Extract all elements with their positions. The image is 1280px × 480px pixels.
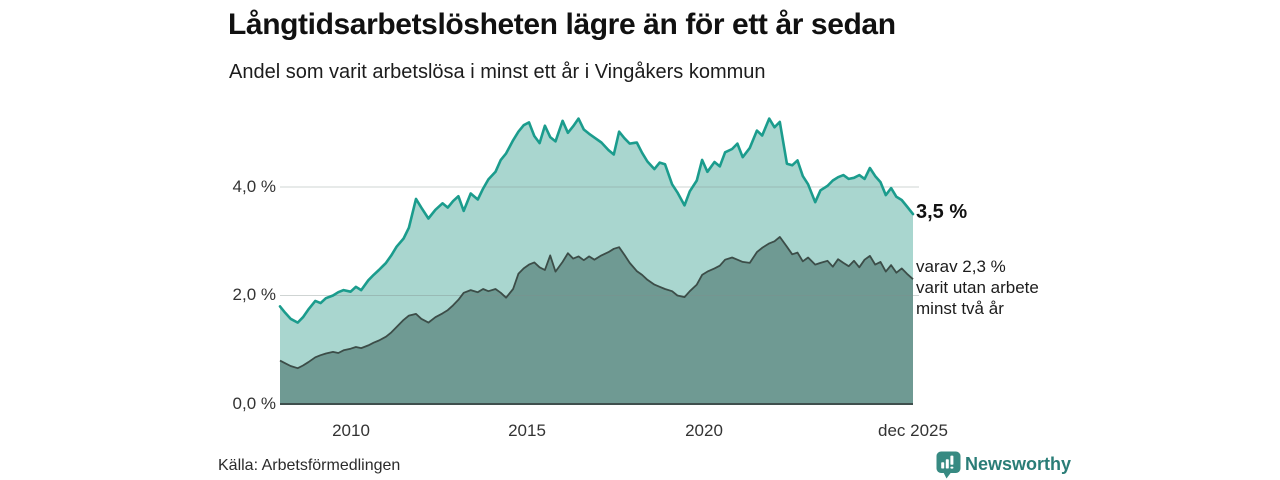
y-tick-2: 2,0 % bbox=[232, 285, 276, 304]
annotation-line-2: varit utan arbete bbox=[916, 278, 1039, 297]
area-two-years bbox=[280, 236, 913, 404]
newsworthy-logo-icon bbox=[936, 451, 961, 479]
x-tick-2020: 2020 bbox=[685, 421, 723, 440]
page-subtitle: Andel som varit arbetslösa i minst ett å… bbox=[229, 61, 766, 83]
page-title: Långtidsarbetslösheten lägre än för ett … bbox=[228, 8, 896, 41]
line-total-one-year bbox=[278, 117, 915, 324]
annotation-line-3: minst två år bbox=[916, 299, 1004, 318]
line-two-years bbox=[279, 235, 914, 370]
x-tick-2015: 2015 bbox=[508, 421, 546, 440]
y-tick-0: 0,0 % bbox=[232, 394, 276, 413]
latest-value-label: 3,5 % bbox=[916, 201, 968, 223]
x-tick-dec-2025: dec 2025 bbox=[878, 421, 948, 440]
y-tick-4: 4,0 % bbox=[232, 177, 276, 196]
two-year-annotation: varav 2,3 % varit utan arbete minst två … bbox=[916, 256, 1039, 319]
x-tick-2010: 2010 bbox=[332, 421, 370, 440]
annotation-line-1: varav 2,3 % bbox=[916, 257, 1006, 276]
source-note: Källa: Arbetsförmedlingen bbox=[218, 457, 401, 474]
brand-name: Newsworthy bbox=[965, 454, 1072, 474]
